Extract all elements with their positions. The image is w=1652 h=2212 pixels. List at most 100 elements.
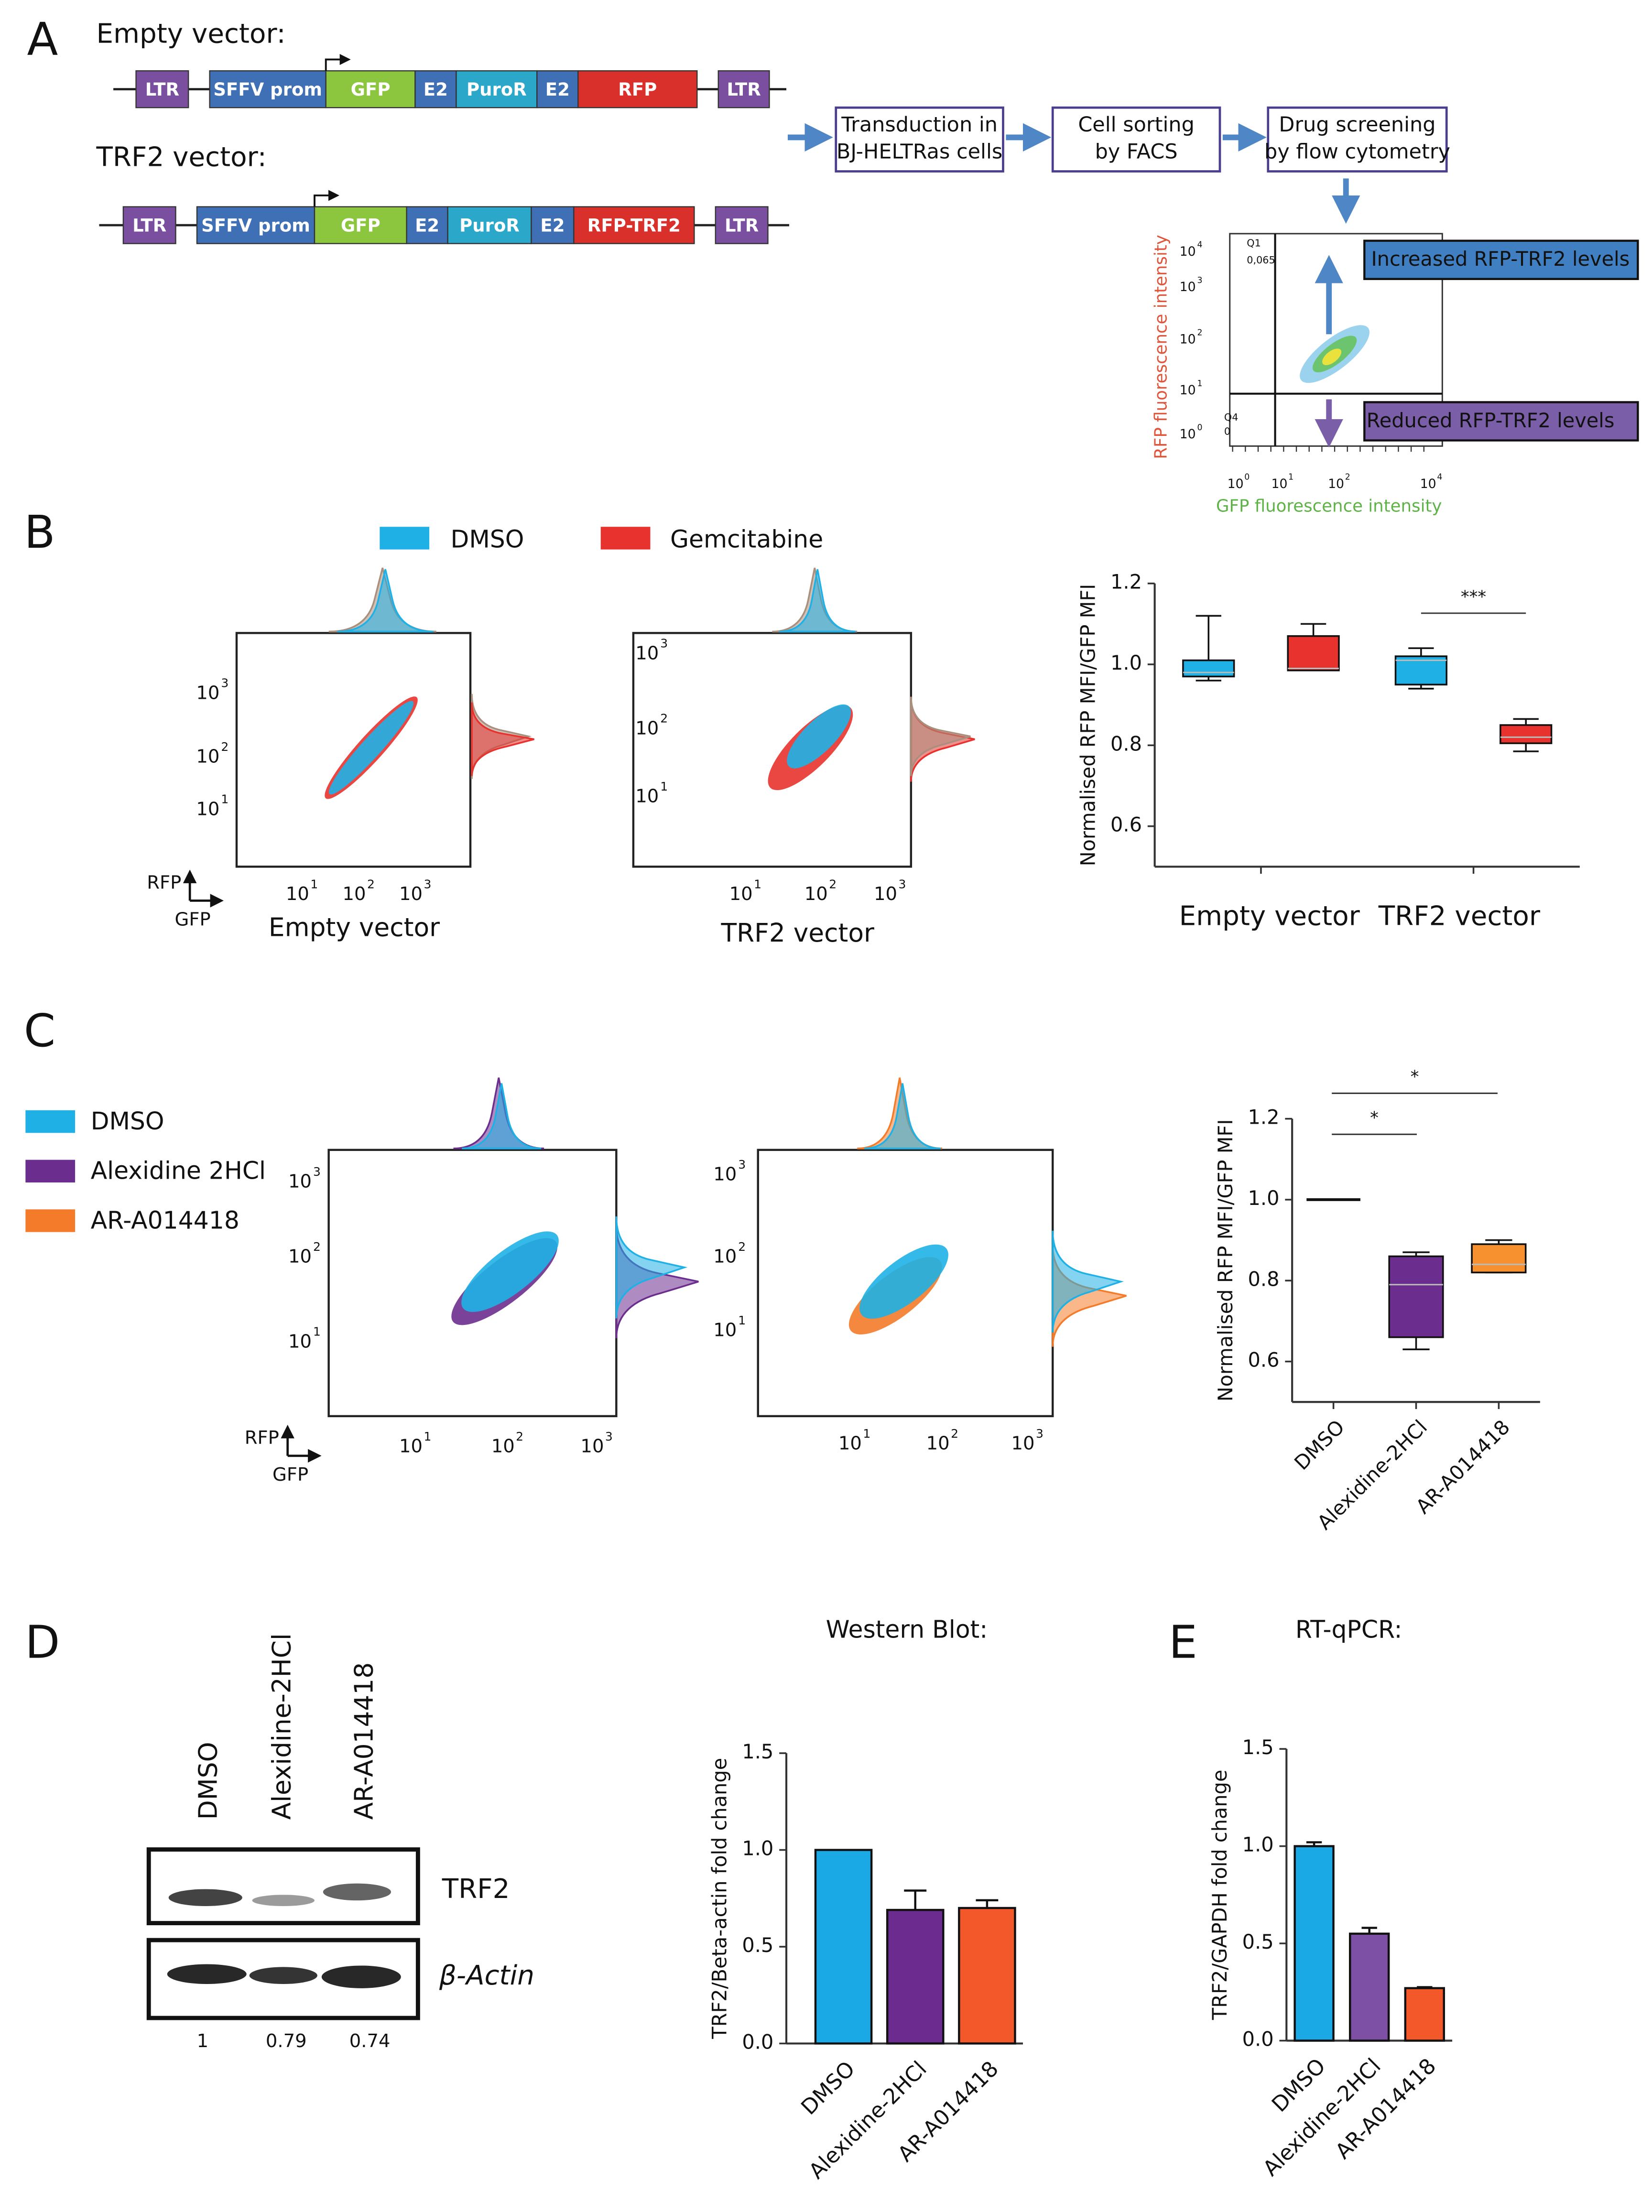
y-tick-label: 1.0 — [1110, 651, 1142, 674]
significance-label: * — [1370, 1108, 1379, 1128]
legend-label: Alexidine 2HCl — [91, 1157, 266, 1185]
y-tick-label: 0.8 — [1248, 1267, 1280, 1290]
vector-element-label: SFFV prom — [201, 216, 310, 236]
log-tick-base: 10 — [1228, 477, 1244, 491]
level-box — [1363, 401, 1639, 442]
workflow-text: by FACS — [1095, 140, 1178, 163]
promoter-arrow — [325, 54, 351, 71]
vector-element — [531, 206, 575, 244]
vector-element — [325, 70, 416, 108]
log-tick-exponent: 3 — [1036, 1427, 1043, 1441]
blot-band — [252, 1895, 315, 1907]
log-tick-exponent: 1 — [424, 1430, 432, 1443]
log-tick-base: 10 — [288, 1171, 312, 1192]
log-tick-exponent: 3 — [660, 637, 668, 651]
vector-element — [577, 70, 698, 108]
workflow-text: by flow cytometry — [1264, 140, 1450, 163]
vector-element — [209, 70, 326, 108]
y-axis-title: Normalised RFP MFI/GFP MFI — [1214, 1119, 1237, 1402]
quadrant-value: 0 — [1224, 426, 1230, 437]
x-tick-label: DMSO — [797, 2057, 860, 2120]
vector-element-label: E2 — [545, 79, 570, 100]
histogram — [910, 696, 971, 776]
vector-element-label: PuroR — [467, 79, 527, 100]
y-tick-label: 1.0 — [1242, 1833, 1274, 1856]
log-tick-base: 10 — [635, 642, 659, 664]
significance-label: * — [1411, 1067, 1419, 1087]
box — [1388, 1255, 1444, 1338]
vector-element-label: E2 — [540, 216, 565, 236]
log-tick-exponent: 1 — [863, 1427, 870, 1441]
y-axis-title: Normalised RFP MFI/GFP MFI — [1076, 584, 1099, 867]
vector-title: TRF2 vector: — [96, 141, 267, 173]
vector-element — [573, 206, 695, 244]
legend-swatch — [380, 527, 430, 550]
vector-element — [715, 206, 769, 244]
vector-element-label: LTR — [132, 216, 166, 236]
histogram — [864, 1083, 941, 1149]
vector-element — [196, 206, 315, 244]
log-tick-base: 10 — [196, 746, 219, 768]
vector-element — [135, 70, 189, 108]
histogram — [337, 569, 434, 633]
bar — [886, 1908, 945, 2045]
scatter-title: Empty vector — [269, 912, 440, 942]
legend-swatch — [600, 527, 651, 550]
vector-element-label: SFFV prom — [213, 79, 322, 100]
axis-icon-label: RFP — [147, 872, 181, 893]
histogram — [1052, 1230, 1124, 1333]
cell-cloud — [859, 1244, 948, 1319]
vector-element-label: LTR — [727, 79, 761, 100]
vector-element — [314, 206, 407, 244]
blot-band — [168, 1889, 242, 1907]
axis-icon-label: GFP — [272, 1464, 308, 1486]
log-tick-base: 10 — [838, 1433, 862, 1454]
workflow-box — [1267, 106, 1448, 173]
cell-cloud — [787, 704, 851, 769]
bar — [1404, 1987, 1445, 2042]
log-tick-base: 10 — [713, 1246, 737, 1268]
legend-swatch — [25, 1209, 76, 1232]
vector-element-label: E2 — [424, 79, 448, 100]
cell-cloud — [1322, 348, 1342, 365]
log-tick-exponent: 0 — [1244, 473, 1250, 482]
legend-label: DMSO — [451, 525, 524, 553]
quantification: 1 — [197, 2030, 209, 2052]
axis-icon-label: RFP — [245, 1427, 279, 1449]
workflow-text: Cell sorting — [1078, 113, 1195, 137]
level-text: Increased RFP-TRF2 levels — [1371, 247, 1630, 271]
log-tick-base: 10 — [635, 786, 659, 807]
bar — [958, 1907, 1016, 2045]
log-tick-base: 10 — [1328, 477, 1344, 491]
lane-label: AR-A014418 — [348, 1662, 379, 1820]
level-box — [1363, 239, 1639, 280]
log-tick-exponent: 2 — [660, 712, 668, 726]
panel-label: B — [24, 506, 55, 559]
vector-element-label: RFP — [618, 79, 657, 100]
log-tick-base: 10 — [635, 717, 659, 739]
y-tick-label: 1.5 — [1242, 1735, 1274, 1759]
log-tick-base: 10 — [399, 1436, 423, 1457]
y-tick-label: 0.5 — [1242, 1930, 1274, 1953]
vector-element — [717, 70, 770, 108]
y-tick-label: 0.0 — [742, 2030, 773, 2053]
vector-element-label: LTR — [725, 216, 759, 236]
log-tick-exponent: 3 — [1197, 276, 1203, 285]
quantification: 0.74 — [349, 2030, 391, 2052]
y-tick-label: 0.5 — [742, 1933, 773, 1957]
log-tick-base: 10 — [399, 883, 423, 905]
level-text: Reduced RFP-TRF2 levels — [1367, 409, 1615, 432]
vector-element-label: E2 — [415, 216, 439, 236]
log-tick-base: 10 — [874, 883, 897, 905]
log-tick-base: 10 — [1180, 244, 1196, 259]
y-tick-label: 1.0 — [1248, 1186, 1280, 1210]
chart-title: Western Blot: — [826, 1616, 988, 1644]
log-tick-base: 10 — [196, 798, 219, 820]
cell-cloud — [328, 701, 414, 795]
legend-label: AR-A014418 — [91, 1206, 239, 1234]
y-tick-label: 1.5 — [742, 1740, 773, 1763]
log-tick-exponent: 2 — [951, 1427, 958, 1441]
blot-band — [323, 1883, 391, 1901]
vector-element — [122, 206, 176, 244]
vector-element — [406, 206, 448, 244]
